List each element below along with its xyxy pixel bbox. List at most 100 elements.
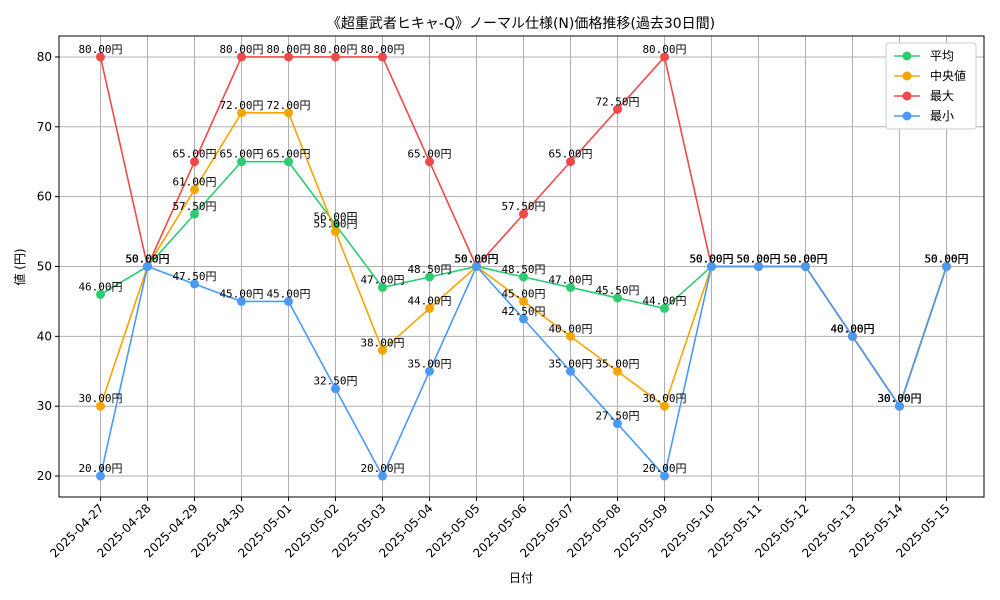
data-label: 40.00円: [830, 322, 874, 335]
data-label: 45.50円: [595, 284, 639, 297]
data-point: [754, 262, 763, 271]
y-tick-label: 80: [37, 50, 52, 64]
data-label: 80.00円: [78, 43, 122, 56]
data-point: [96, 471, 105, 481]
data-label: 65.00円: [407, 148, 451, 161]
data-point: [801, 262, 810, 271]
data-point: [566, 366, 575, 376]
data-label: 57.50円: [501, 200, 545, 213]
data-point: [660, 52, 669, 62]
y-tick-label: 70: [37, 120, 52, 134]
data-label: 65.00円: [219, 148, 263, 161]
data-label: 32.50円: [313, 375, 357, 388]
data-label: 50.00円: [924, 253, 968, 266]
data-label: 48.50円: [407, 263, 451, 276]
data-label: 50.00円: [125, 253, 169, 266]
data-label: 30.00円: [642, 392, 686, 405]
data-point: [378, 345, 387, 355]
data-label: 20.00円: [642, 462, 686, 475]
data-label: 30.00円: [877, 392, 921, 405]
data-label: 72.50円: [595, 95, 639, 108]
data-label: 40.00円: [548, 322, 592, 335]
data-point: [660, 471, 669, 481]
data-label: 50.00円: [783, 253, 827, 266]
data-label: 65.00円: [266, 148, 310, 161]
data-point: [284, 108, 293, 118]
data-point: [190, 185, 199, 195]
data-label: 50.00円: [689, 253, 733, 266]
y-axis-label: 値 (円): [12, 248, 27, 285]
legend-marker: [902, 51, 912, 61]
data-point: [190, 157, 199, 167]
data-point: [660, 303, 669, 313]
data-label: 50.00円: [736, 253, 780, 266]
data-point: [378, 471, 387, 481]
data-label: 20.00円: [360, 462, 404, 475]
data-label: 30.00円: [78, 392, 122, 405]
data-label: 50.00円: [454, 253, 498, 266]
data-label: 42.50円: [501, 305, 545, 318]
y-tick-label: 20: [37, 469, 52, 483]
data-point: [143, 262, 152, 271]
data-point: [613, 293, 622, 303]
data-label: 80.00円: [313, 43, 357, 56]
data-label: 50.00円: [783, 253, 827, 266]
data-label: 44.00円: [407, 294, 451, 307]
data-point: [284, 157, 293, 167]
data-point: [425, 157, 434, 167]
legend-marker: [902, 111, 912, 121]
data-label: 30.00円: [877, 392, 921, 405]
data-label: 44.00円: [642, 294, 686, 307]
data-label: 72.00円: [219, 99, 263, 112]
data-label: 40.00円: [830, 322, 874, 335]
data-point: [284, 52, 293, 62]
legend-marker: [902, 91, 912, 101]
data-label: 40.00円: [830, 322, 874, 335]
data-label: 50.00円: [924, 253, 968, 266]
data-label: 50.00円: [454, 253, 498, 266]
data-label: 57.50円: [172, 200, 216, 213]
data-point: [613, 419, 622, 429]
x-axis-label: 日付: [509, 571, 533, 585]
data-point: [96, 401, 105, 411]
data-label: 50.00円: [736, 253, 780, 266]
data-label: 80.00円: [360, 43, 404, 56]
legend-label: 中央値: [930, 68, 966, 83]
data-label: 50.00円: [689, 253, 733, 266]
data-label: 47.00円: [360, 273, 404, 286]
data-label: 46.00円: [78, 280, 122, 293]
data-label: 30.00円: [877, 392, 921, 405]
data-label: 50.00円: [924, 253, 968, 266]
data-label: 45.00円: [501, 287, 545, 300]
data-label: 45.00円: [266, 287, 310, 300]
data-label: 27.50円: [595, 410, 639, 423]
data-label: 50.00円: [125, 253, 169, 266]
data-point: [425, 366, 434, 376]
legend-marker: [902, 71, 912, 81]
data-point: [848, 331, 857, 341]
data-label: 65.00円: [172, 148, 216, 161]
data-point: [96, 289, 105, 299]
y-tick-label: 50: [37, 260, 52, 274]
data-label: 30.00円: [877, 392, 921, 405]
series-lines: [96, 52, 951, 481]
data-point: [331, 384, 340, 394]
data-point: [378, 282, 387, 292]
legend-label: 最小: [930, 109, 954, 123]
data-label: 50.00円: [783, 253, 827, 266]
data-point: [566, 331, 575, 341]
data-point: [519, 314, 528, 324]
data-point: [519, 272, 528, 282]
data-point: [942, 262, 951, 271]
data-point: [425, 272, 434, 282]
data-point: [331, 52, 340, 62]
data-point: [190, 279, 199, 289]
data-label: 47.50円: [172, 270, 216, 283]
data-point: [519, 209, 528, 219]
y-tick-label: 60: [37, 190, 52, 204]
data-point: [613, 104, 622, 114]
data-label: 50.00円: [125, 253, 169, 266]
legend-box: [885, 42, 977, 130]
data-label: 55.00円: [313, 218, 357, 231]
